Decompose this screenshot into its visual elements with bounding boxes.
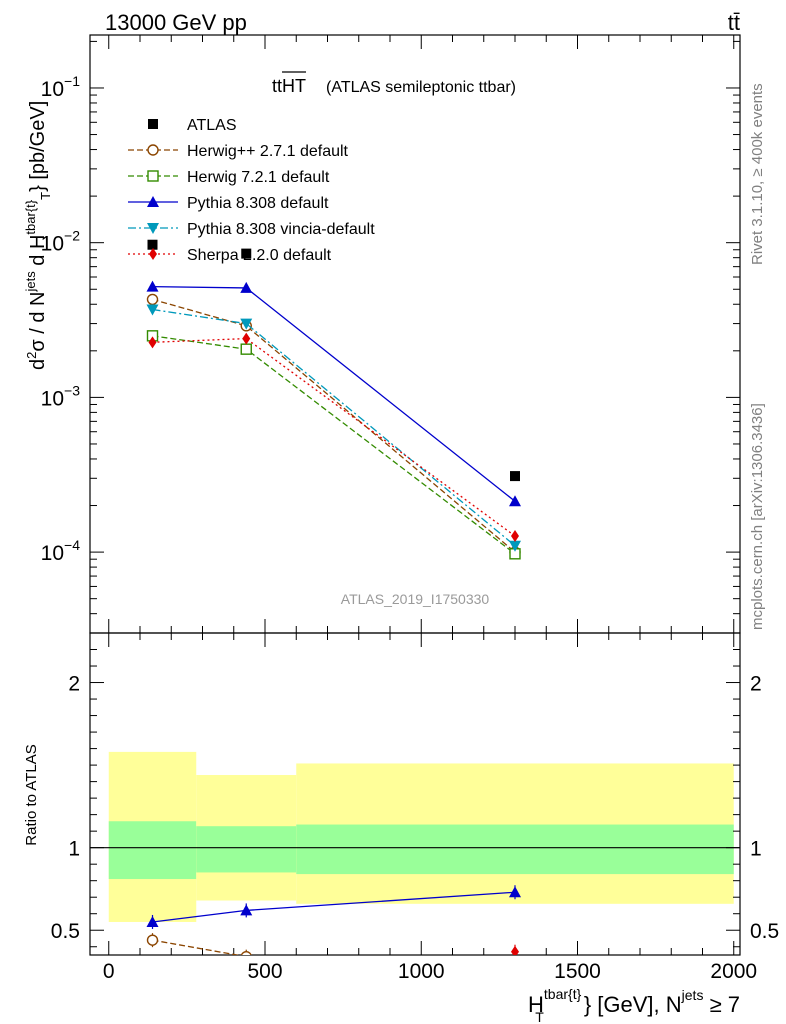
series-herwig-2-7-1-default (146, 293, 521, 558)
series-pythia-8-308-default (146, 280, 521, 507)
x-tick-label: 2000 (710, 960, 757, 983)
data-point (148, 336, 157, 349)
series-line (152, 308, 516, 547)
data-point (509, 540, 521, 552)
x-tick-label: 0 (103, 960, 115, 983)
ratio-panel: 0.5 0.5 1 1 2 2 0 500 1000 1500 2000 Ratio to ATLA… (23, 632, 779, 1024)
ratio-series-line (152, 939, 241, 955)
ratio-series-herwig-2-7-1-default (146, 933, 252, 955)
ratio-data-point (509, 886, 521, 898)
uncertainty-bands (90, 751, 740, 922)
data-point (240, 318, 253, 330)
y-tick-label: 10−1 (41, 73, 81, 101)
inner-uncertainty-band (108, 821, 197, 880)
ratio-data-point (146, 915, 159, 927)
legend-marker (147, 223, 159, 234)
title-tt: tt (272, 76, 282, 96)
legend-entry-herwig-2-7-1-default: Herwig++ 2.7.1 default (128, 143, 349, 160)
ratio-y-tick-label-right: 0.5 (750, 920, 779, 943)
x-tick-label: 1500 (554, 960, 601, 983)
x-tick-label: 500 (247, 960, 282, 983)
legend-marker (147, 170, 159, 182)
series-atlas (147, 239, 520, 482)
legend-entry-herwig-7-2-1-default: Herwig 7.2.1 default (128, 169, 330, 186)
data-point (146, 280, 159, 292)
analysis-watermark: ATLAS_2019_I1750330 (341, 591, 490, 607)
y-tick-label: 10−3 (41, 382, 81, 410)
ratio-data-point (511, 945, 519, 955)
ratio-y-tick-label-right: 1 (750, 838, 762, 861)
data-point (240, 281, 253, 293)
legend-marker (148, 119, 158, 129)
legend-label: Pythia 8.308 vincia-default (187, 221, 375, 238)
y-tick-label: 10−2 (41, 228, 81, 256)
legend-marker (149, 248, 157, 260)
plot-title: ttHT (ATLAS semileptonic ttbar) (272, 71, 516, 96)
inner-uncertainty-band (196, 826, 297, 873)
series-line (152, 285, 516, 502)
ratio-data-point (146, 934, 159, 946)
ratio-data-point (240, 950, 252, 955)
legend-label: Pythia 8.308 default (187, 195, 329, 212)
ratio-axis-ticks: 0.5 0.5 1 1 2 2 0 500 1000 1500 2000 (51, 633, 779, 983)
series-line (152, 337, 516, 537)
plot-subtitle: (ATLAS semileptonic ttbar) (326, 79, 516, 96)
data-point (146, 293, 159, 306)
ratio-series-sherpa-2-2-0-default (511, 944, 519, 955)
ratio-plot-frame (89, 632, 741, 956)
source-note: mcplots.cern.ch [arXiv:1306.3436] (749, 403, 766, 630)
data-point (510, 471, 520, 482)
legend: ATLAS Herwig++ 2.7.1 default Herwig 7.2.1 … (128, 117, 375, 264)
legend-entry-pythia-8-308-default: Pythia 8.308 default (128, 195, 329, 212)
main-series-layer (146, 239, 521, 560)
series-line (152, 298, 516, 553)
ratio-y-axis-label: Ratio to ATLAS (23, 744, 40, 845)
series-sherpa-2-2-0-default (148, 332, 519, 543)
data-point (509, 495, 521, 507)
ratio-y-tick-label: 1 (68, 838, 80, 861)
legend-entry-sherpa-2-2-0-default: Sherpa 2.2.0 default (128, 247, 332, 264)
data-point (146, 304, 159, 316)
ratio-y-tick-label: 2 (68, 673, 80, 696)
legend-marker (147, 196, 159, 207)
legend-entry-atlas: ATLAS (148, 117, 237, 134)
main-axis-ticks: 10−1 10−2 10−3 10−4 (41, 35, 740, 634)
x-tick-label: 1000 (398, 960, 445, 983)
data-point (242, 332, 251, 345)
legend-entry-pythia-8-308-vincia-default: Pythia 8.308 vincia-default (128, 221, 375, 238)
series-line (152, 335, 516, 555)
data-point (147, 239, 158, 250)
legend-label: ATLAS (187, 117, 237, 134)
data-point (511, 530, 519, 543)
main-y-axis-label: d2σ / d Njets d Htbar{t}T} [pb/GeV] (23, 101, 53, 370)
rivet-version-note: Rivet 3.1.10, ≥ 400k events (749, 83, 766, 265)
series-herwig-7-2-1-default (146, 330, 521, 560)
ratio-y-tick-label-right: 2 (750, 673, 762, 696)
legend-label: Herwig 7.2.1 default (187, 169, 330, 186)
y-tick-label: 10−4 (41, 537, 81, 565)
series-pythia-8-308-vincia-default (146, 304, 521, 552)
ratio-data-point (240, 904, 253, 916)
x-axis-label: Htbar{t} T} [GeV], Njets ≥ 7 (528, 986, 740, 1024)
legend-label: Sherpa 2.2.0 default (187, 247, 332, 264)
title-ht-overlined: HT (282, 76, 306, 96)
main-panel: 10−1 10−2 10−3 10−4 ttHT (ATLAS semileptoni… (23, 34, 741, 634)
beam-energy-label: 13000 GeV pp (105, 10, 247, 35)
ratio-series-layer (146, 885, 521, 955)
svg-text:ttHT: ttHT (272, 76, 306, 96)
data-point (240, 343, 252, 355)
data-point (241, 248, 252, 259)
process-label: tt̄ (728, 10, 740, 35)
ratio-series-pythia-8-308-default (146, 885, 521, 929)
legend-label: Herwig++ 2.7.1 default (187, 143, 349, 160)
ratio-y-tick-label: 0.5 (51, 920, 80, 943)
inner-uncertainty-band (296, 824, 734, 875)
legend-marker (147, 144, 159, 156)
